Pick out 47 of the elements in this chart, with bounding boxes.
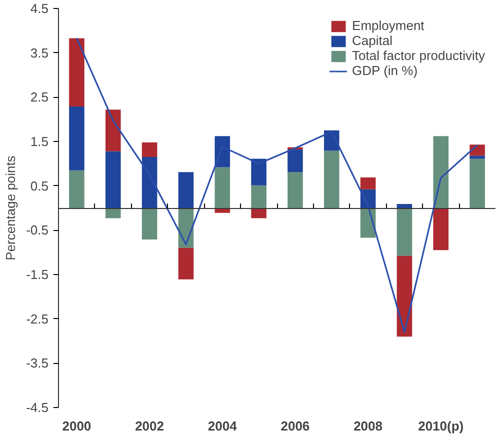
bar bbox=[396, 208, 412, 256]
x-tick-label: 2002 bbox=[135, 418, 164, 434]
bar bbox=[470, 156, 485, 159]
bar bbox=[105, 110, 121, 152]
legend-label: Employment bbox=[352, 18, 424, 33]
bar bbox=[69, 170, 84, 208]
y-tick-label: -4.5 bbox=[26, 400, 49, 415]
y-tick-label: 2.5 bbox=[30, 90, 49, 105]
bar bbox=[214, 136, 230, 168]
bar bbox=[251, 158, 266, 186]
legend-label: Capital bbox=[352, 33, 393, 48]
bar bbox=[470, 158, 485, 208]
x-tick-label: 2008 bbox=[354, 418, 383, 434]
bar bbox=[251, 185, 266, 208]
bar bbox=[396, 204, 412, 208]
x-tick-label: 2000 bbox=[62, 418, 92, 434]
bar bbox=[142, 208, 158, 240]
y-axis-title: Percentage points bbox=[3, 155, 18, 260]
y-tick-label: 0.5 bbox=[30, 178, 49, 194]
bar bbox=[142, 157, 158, 208]
y-tick-label: -2.5 bbox=[26, 311, 49, 326]
bar bbox=[288, 149, 303, 172]
bar bbox=[288, 172, 303, 208]
x-tick-label: 2006 bbox=[280, 418, 310, 434]
bar bbox=[360, 177, 376, 190]
bar bbox=[396, 256, 412, 337]
bar bbox=[324, 150, 340, 208]
y-tick-label: 3.5 bbox=[30, 45, 49, 60]
x-tick-label: 2004 bbox=[208, 418, 238, 434]
y-tick-label: 1.5 bbox=[30, 134, 49, 149]
bar bbox=[69, 106, 84, 170]
bar bbox=[214, 167, 230, 208]
bar bbox=[178, 172, 194, 208]
bar bbox=[142, 142, 158, 158]
bar bbox=[178, 248, 194, 280]
legend-label: Total factor productivity bbox=[352, 48, 485, 63]
bar bbox=[433, 208, 449, 250]
bar bbox=[470, 144, 485, 156]
y-tick-label: 4.5 bbox=[30, 1, 49, 16]
legend-label: GDP (in %) bbox=[352, 63, 418, 78]
y-tick-label: -0.5 bbox=[26, 222, 49, 238]
bar bbox=[69, 38, 84, 106]
y-tick-label: -1.5 bbox=[26, 267, 49, 282]
bar bbox=[433, 136, 449, 208]
x-tick-label: 2010(p) bbox=[418, 418, 464, 434]
bar bbox=[105, 151, 121, 208]
y-tick-label: -3.5 bbox=[26, 356, 49, 371]
